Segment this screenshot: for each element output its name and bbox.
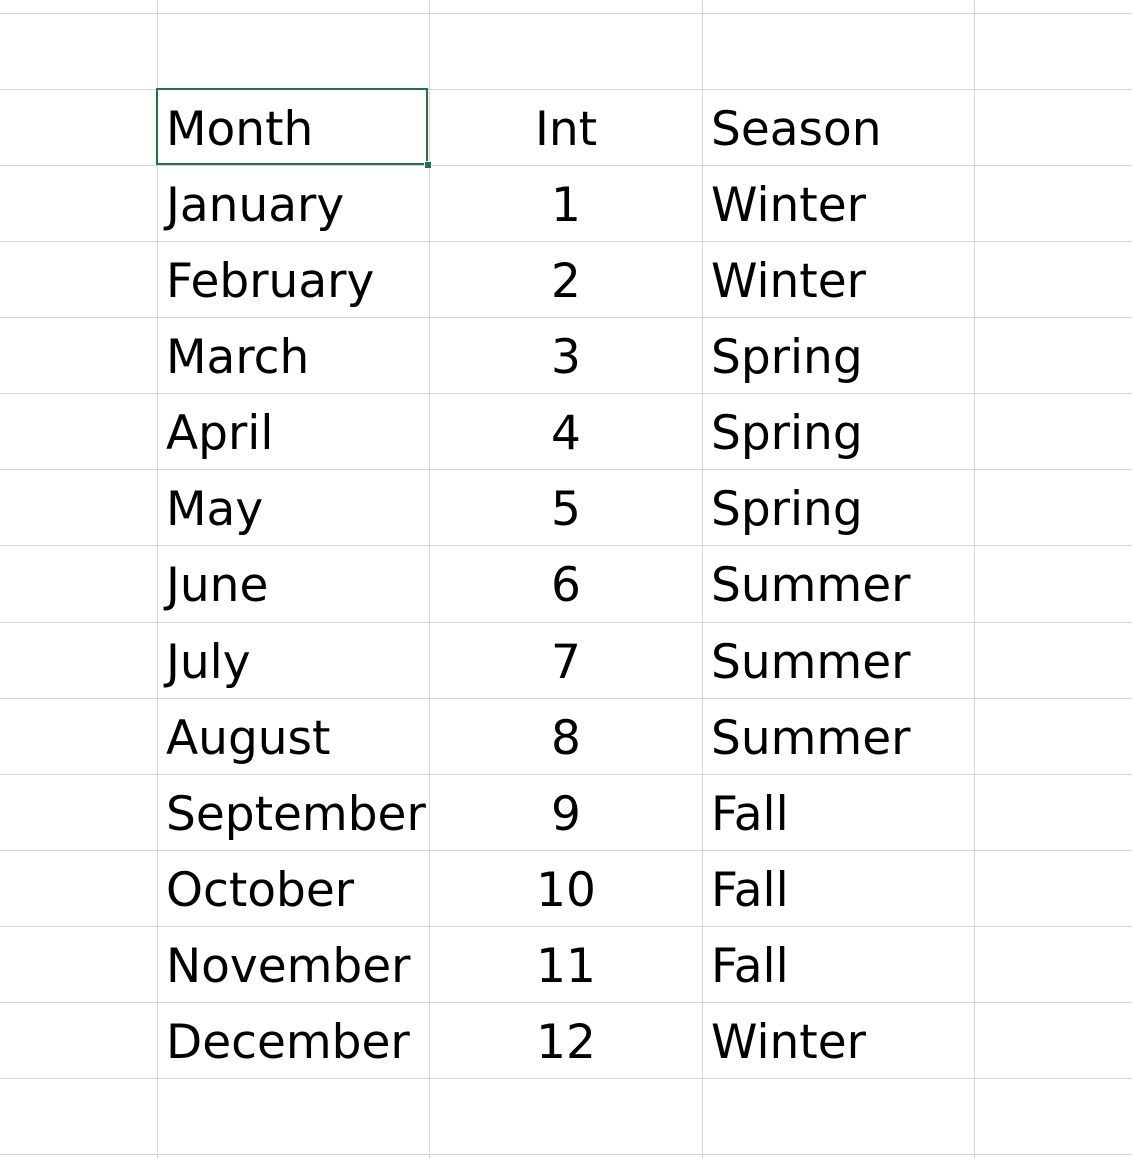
cell-month[interactable]: July: [166, 635, 251, 690]
gridline-horizontal: [0, 698, 1132, 699]
cell-season[interactable]: Winter: [711, 254, 866, 309]
gridline-horizontal: [0, 89, 1132, 90]
gridline-horizontal: [0, 545, 1132, 546]
cell-month[interactable]: October: [166, 863, 355, 918]
cell-int[interactable]: 2: [551, 254, 581, 309]
gridline-horizontal: [0, 469, 1132, 470]
gridline-horizontal: [0, 622, 1132, 623]
cell-int[interactable]: 4: [551, 406, 581, 461]
cell-int[interactable]: 9: [551, 787, 581, 842]
cell-month[interactable]: November: [166, 939, 411, 994]
cell-season[interactable]: Spring: [711, 330, 863, 385]
gridline-horizontal: [0, 241, 1132, 242]
gridline-vertical: [974, 0, 975, 1158]
gridline-horizontal: [0, 393, 1132, 394]
gridline-vertical: [157, 0, 158, 1158]
gridline-horizontal: [0, 1078, 1132, 1079]
cell-month[interactable]: March: [166, 330, 310, 385]
gridline-horizontal: [0, 1002, 1132, 1003]
gridline-horizontal: [0, 1154, 1132, 1155]
cell-season[interactable]: Spring: [711, 482, 863, 537]
cell-season[interactable]: Spring: [711, 406, 863, 461]
cell-int[interactable]: 12: [536, 1015, 596, 1070]
gridline-vertical: [702, 0, 703, 1158]
cell-month[interactable]: May: [166, 482, 264, 537]
cell-month[interactable]: September: [166, 787, 426, 842]
gridline-vertical: [429, 0, 430, 1158]
gridline-horizontal: [0, 13, 1132, 14]
cell-month[interactable]: January: [166, 178, 345, 233]
cell-season[interactable]: Winter: [711, 178, 866, 233]
gridline-horizontal: [0, 926, 1132, 927]
gridline-horizontal: [0, 774, 1132, 775]
cell-header-season[interactable]: Season: [711, 102, 882, 157]
cell-season[interactable]: Fall: [711, 787, 789, 842]
cell-int[interactable]: 5: [551, 482, 581, 537]
cell-season[interactable]: Winter: [711, 1015, 866, 1070]
cell-season[interactable]: Summer: [711, 635, 911, 690]
cell-season[interactable]: Fall: [711, 863, 789, 918]
cell-month[interactable]: August: [166, 711, 331, 766]
cell-int[interactable]: 7: [551, 635, 581, 690]
gridline-horizontal: [0, 165, 1132, 166]
fill-handle[interactable]: [424, 161, 432, 169]
cell-season[interactable]: Fall: [711, 939, 789, 994]
cell-int[interactable]: 1: [551, 178, 581, 233]
cell-header-month[interactable]: Month: [166, 102, 314, 157]
gridline-horizontal: [0, 850, 1132, 851]
cell-int[interactable]: 3: [551, 330, 581, 385]
cell-int[interactable]: 11: [536, 939, 596, 994]
cell-month[interactable]: April: [166, 406, 274, 461]
cell-month[interactable]: February: [166, 254, 375, 309]
cell-month[interactable]: June: [166, 558, 269, 613]
cell-int[interactable]: 8: [551, 711, 581, 766]
cell-int[interactable]: 10: [536, 863, 596, 918]
cell-header-int[interactable]: Int: [534, 102, 598, 157]
cell-int[interactable]: 6: [551, 558, 581, 613]
cell-season[interactable]: Summer: [711, 711, 911, 766]
cell-month[interactable]: December: [166, 1015, 410, 1070]
cell-season[interactable]: Summer: [711, 558, 911, 613]
gridline-horizontal: [0, 317, 1132, 318]
